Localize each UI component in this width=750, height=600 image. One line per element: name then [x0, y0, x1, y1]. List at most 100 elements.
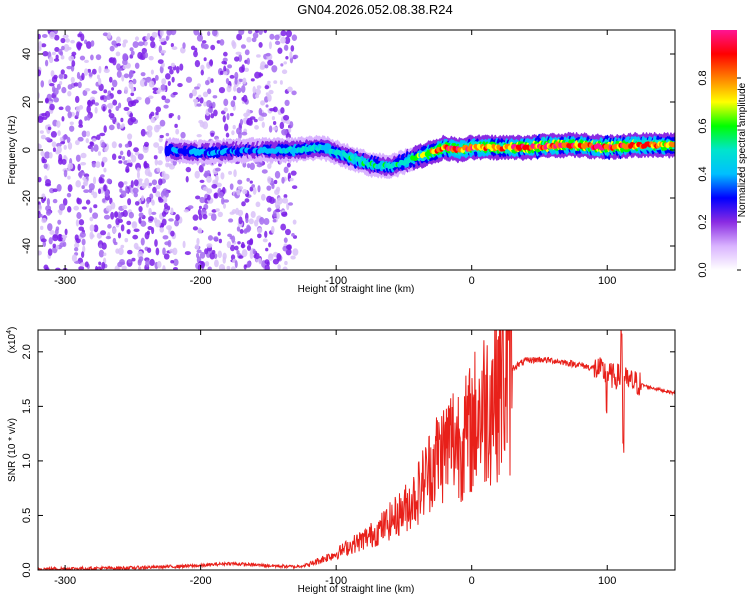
spectrogram-noise-cell — [161, 95, 167, 101]
spectrogram-noise-cell — [40, 225, 44, 230]
spectrogram-noise-cell — [120, 244, 125, 249]
spectrogram-noise-cell — [205, 80, 210, 86]
spectrogram-noise-cell — [239, 118, 244, 126]
spectrogram-noise-cell — [283, 237, 288, 243]
spectrogram-noise-cell — [54, 34, 60, 41]
spectrogram-noise-cell — [81, 72, 85, 81]
spectrogram-noise-cell — [49, 31, 56, 39]
spectrogram-noise-cell — [267, 176, 272, 184]
spectrogram-noise-cell — [75, 180, 82, 188]
spectrogram-noise-cell — [269, 33, 275, 40]
spectrogram-noise-cell — [211, 101, 216, 109]
spectrogram-noise-cell — [249, 238, 254, 244]
spectrogram-noise-cell — [238, 131, 242, 140]
y-tick-label: 0.5 — [21, 508, 33, 523]
spectrogram-noise-cell — [105, 205, 113, 212]
spectrogram-noise-cell — [230, 266, 236, 270]
spectrogram-noise-cell — [62, 134, 69, 140]
spectrogram-noise-cell — [56, 83, 61, 90]
y-tick-label: 2.0 — [21, 344, 33, 359]
spectrogram-noise-cell — [85, 138, 90, 144]
spectrogram-noise-cell — [103, 125, 107, 133]
spectrogram-noise-cell — [111, 40, 117, 46]
spectrogram-noise-cell — [124, 237, 129, 243]
spectrogram-noise-cell — [53, 97, 59, 103]
spectrogram-noise-cell — [84, 59, 89, 64]
spectrogram-noise-cell — [175, 128, 180, 135]
spectrogram-noise-cell — [96, 266, 102, 270]
spectrogram-noise-cell — [285, 56, 289, 60]
spectrogram-noise-cell — [227, 64, 233, 69]
spectrogram-noise-cell — [230, 100, 236, 108]
spectrogram-noise-cell — [91, 161, 97, 168]
spectrogram-noise-cell — [187, 205, 194, 210]
spectrogram-noise-cell — [271, 65, 278, 73]
spectrogram-noise-cell — [147, 247, 152, 253]
spectrogram-noise-cell — [132, 234, 139, 240]
spectrogram-noise-cell — [62, 34, 69, 39]
spectrogram-noise-cell — [168, 218, 174, 222]
spectrogram-noise-cell — [138, 256, 144, 262]
spectrogram-noise-cell — [74, 139, 80, 146]
spectrogram-noise-cell — [242, 77, 247, 85]
spectrogram-noise-cell — [126, 220, 132, 226]
spectrogram-noise-cell — [57, 130, 61, 137]
spectrogram-noise-cell — [118, 143, 123, 148]
spectrogram-noise-cell — [225, 132, 230, 138]
spectrogram-noise-cell — [38, 176, 42, 183]
spectrogram-noise-cell — [192, 98, 199, 103]
spectrogram-noise-cell — [272, 218, 277, 223]
spectrogram-noise-cell — [144, 231, 150, 240]
spectrogram-noise-cell — [214, 259, 219, 268]
spectrogram-noise-cell — [71, 60, 76, 67]
spectrogram-noise-cell — [67, 111, 72, 119]
spectrogram-noise-cell — [276, 253, 282, 261]
spectrogram-noise-cell — [263, 30, 268, 34]
spectrogram-noise-cell — [102, 32, 109, 37]
spectrogram-noise-cell — [292, 219, 297, 225]
spectrogram-noise-cell — [44, 110, 51, 118]
spectrogram-noise-cell — [159, 119, 166, 127]
spectrogram-noise-cell — [66, 65, 73, 70]
spectrogram-noise-cell — [41, 43, 47, 48]
spectrogram-noise-cell — [164, 190, 169, 198]
spectrogram-noise-cell — [108, 124, 115, 131]
spectrogram-noise-cell — [118, 155, 122, 160]
spectrogram-noise-cell — [40, 238, 47, 243]
spectrogram-x-axis: -300 -200 -100 0 100 — [54, 30, 616, 287]
spectrogram-noise-cell — [130, 92, 135, 97]
spectrogram-noise-cell — [212, 95, 218, 99]
spectrogram-noise-cell — [163, 104, 169, 109]
spectrogram-noise-cell — [85, 41, 92, 49]
spectrogram-noise-cell — [161, 211, 167, 217]
spectrogram-noise-cell — [176, 65, 180, 74]
spectrogram-noise-cell — [238, 30, 245, 36]
spectrogram-noise-cell — [211, 30, 218, 37]
spectrogram-noise-cell — [148, 216, 154, 222]
spectrogram-noise-cell — [155, 190, 161, 198]
spectrogram-noise-cell — [123, 181, 128, 185]
spectrogram-noise-cell — [118, 213, 123, 220]
spectrogram-noise-cell — [67, 175, 71, 180]
spectrogram-noise-cell — [173, 258, 179, 267]
spectrogram-noise-cell — [90, 40, 95, 47]
spectrogram-noise-cell — [227, 233, 233, 238]
spectrogram-noise-cell — [67, 84, 73, 90]
spectrogram-noise-cell — [195, 252, 200, 259]
spectrogram-noise-cell — [150, 41, 156, 49]
spectrogram-noise-cell — [108, 109, 112, 114]
spectrogram-noise-cell — [268, 41, 272, 50]
spectrogram-noise-cell — [150, 111, 155, 117]
spectrogram-noise-cell — [284, 228, 291, 236]
spectrogram-noise-cell — [122, 209, 128, 217]
spectrogram-noise-cell — [82, 181, 88, 186]
spectrogram-noise-cell — [207, 235, 214, 241]
spectrogram-noise-cell — [234, 56, 240, 62]
spectrogram-noise-cell — [51, 141, 57, 148]
spectrogram-noise-cell — [68, 55, 75, 62]
spectrogram-noise-cell — [246, 260, 252, 268]
spectrogram-noise-cell — [38, 144, 42, 150]
spectrogram-noise-cell — [128, 211, 134, 219]
spectrogram-noise-cell — [274, 201, 281, 209]
spectrogram-noise-cell — [65, 105, 71, 112]
